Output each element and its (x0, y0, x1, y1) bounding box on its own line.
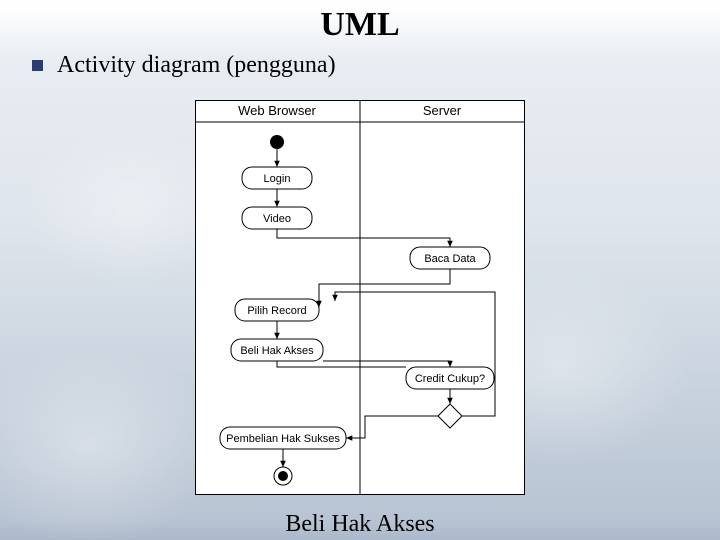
activity-diagram: Web Browser Server Login Video Baca Data… (195, 100, 525, 495)
swimlane-header-server: Server (423, 103, 462, 118)
node-video-label: Video (263, 213, 291, 225)
subtitle-row: Activity diagram (pengguna) (32, 52, 720, 79)
node-credit-label: Credit Cukup? (415, 373, 485, 385)
node-login-label: Login (264, 173, 291, 185)
bullet-icon (32, 60, 43, 71)
node-beli-label: Beli Hak Akses (240, 345, 314, 357)
node-initial (270, 135, 284, 149)
swimlane-header-browser: Web Browser (238, 103, 316, 118)
caption: Beli Hak Akses (0, 511, 720, 538)
node-baca-label: Baca Data (424, 253, 476, 265)
node-pilih-label: Pilih Record (247, 305, 306, 317)
slide-title: UML (0, 6, 720, 44)
node-sukses-label: Pembelian Hak Sukses (226, 433, 340, 445)
subtitle-text: Activity diagram (pengguna) (57, 52, 336, 79)
node-final-dot (278, 471, 288, 481)
diagram-svg: Web Browser Server Login Video Baca Data… (195, 100, 525, 495)
